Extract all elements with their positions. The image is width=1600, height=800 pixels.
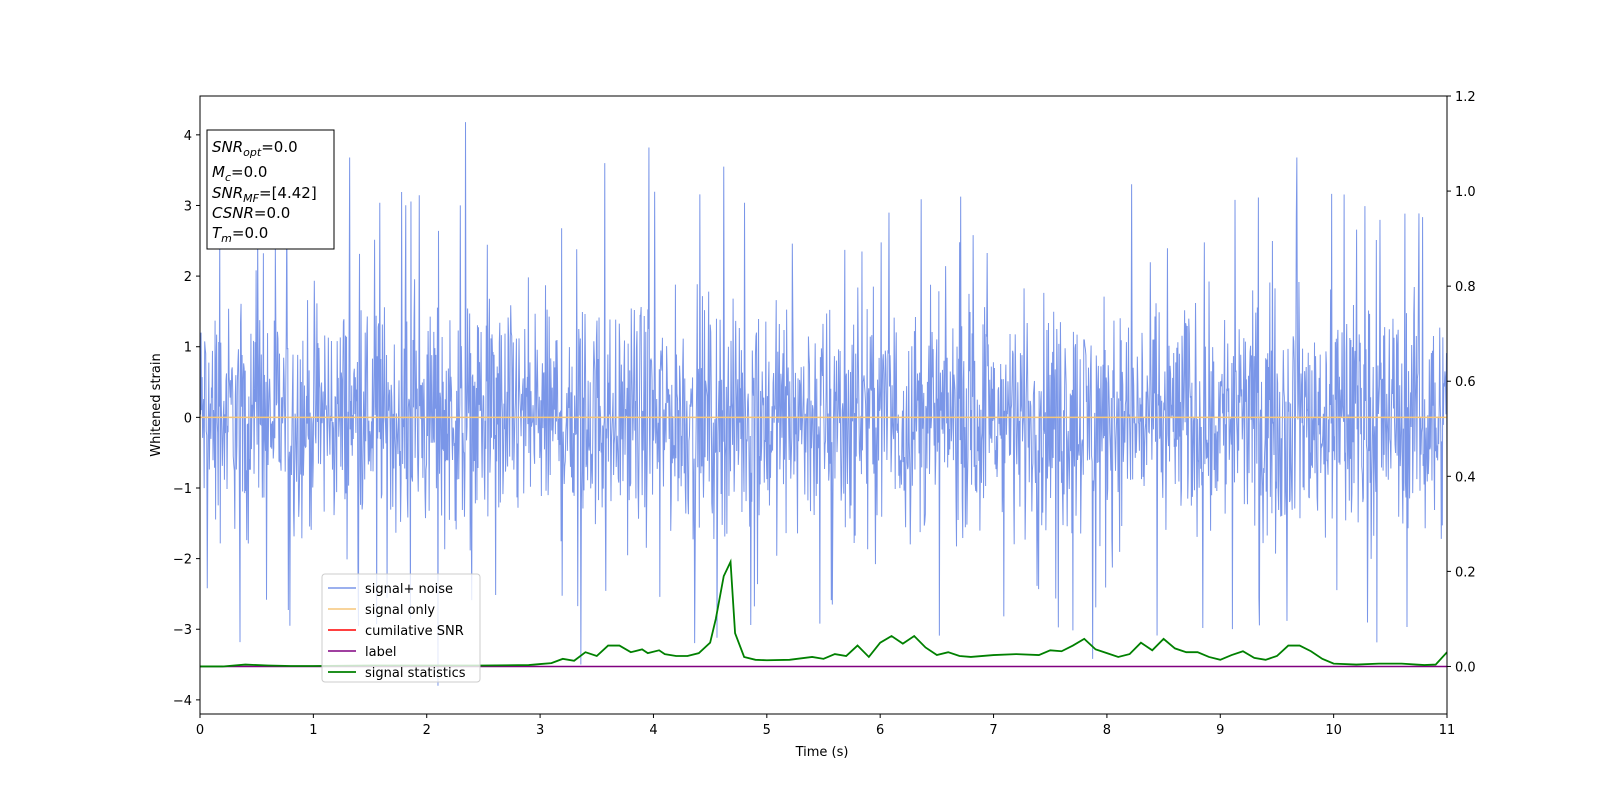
y-tick-label: 3 <box>184 199 192 214</box>
x-tick-label: 11 <box>1439 723 1456 738</box>
stats-tm: Tm=0.0 <box>212 224 268 245</box>
x-tick-label: 6 <box>876 723 884 738</box>
x-axis-label: Time (s) <box>795 745 849 760</box>
y2-tick-label: 0.4 <box>1455 470 1476 485</box>
y-tick-label: −1 <box>173 482 192 497</box>
x-tick-label: 0 <box>196 723 204 738</box>
stats-snr-mf: SNRMF=[4.42] <box>212 184 317 205</box>
y2-tick-label: 0.2 <box>1455 565 1476 580</box>
legend-label: cumilative SNR <box>365 624 464 639</box>
legend-label: signal statistics <box>365 666 466 681</box>
y2-tick-label: 1.2 <box>1455 90 1476 105</box>
y-axis-right: 0.0 0.2 0.4 0.6 0.8 1.0 1.2 <box>1447 90 1476 675</box>
series-line-signal-noise <box>200 122 1447 686</box>
y-tick-label: −4 <box>173 694 192 709</box>
y-tick-label: −2 <box>173 553 192 568</box>
y-tick-label: −3 <box>173 623 192 638</box>
legend: signal+ noise signal only cumilative SNR la… <box>321 573 481 683</box>
x-tick-label: 1 <box>309 723 317 738</box>
x-tick-label: 5 <box>763 723 771 738</box>
y-axis-label: Whitened strain <box>149 353 164 456</box>
y-tick-label: 4 <box>184 129 192 144</box>
stats-snr-opt: SNRopt=0.0 <box>212 138 298 159</box>
y2-tick-label: 0.6 <box>1455 375 1476 390</box>
x-tick-label: 3 <box>536 723 544 738</box>
x-tick-label: 10 <box>1325 723 1342 738</box>
stats-csnr: CSNR=0.0 <box>212 204 290 222</box>
x-tick-label: 7 <box>989 723 997 738</box>
legend-label: signal only <box>365 603 435 618</box>
x-tick-label: 4 <box>649 723 657 738</box>
series-line-signal-statistics <box>200 558 1447 668</box>
x-axis: 0 1 2 3 4 5 6 7 8 9 10 11 <box>196 714 1455 738</box>
legend-label: signal+ noise <box>365 582 453 597</box>
x-tick-label: 9 <box>1216 723 1224 738</box>
y-tick-label: 0 <box>184 411 192 426</box>
y-axis-left: −4 −3 −2 −1 0 1 2 3 4 <box>173 129 200 709</box>
y-tick-label: 2 <box>184 270 192 285</box>
plot-frame <box>199 95 1448 715</box>
y2-tick-label: 1.0 <box>1455 185 1476 200</box>
y2-tick-label: 0.0 <box>1455 660 1476 675</box>
stats-box: SNRopt=0.0 Mc=0.0 SNRMF=[4.42] CSNR=0.0 … <box>206 129 335 250</box>
x-tick-label: 2 <box>423 723 431 738</box>
y-tick-label: 1 <box>184 341 192 356</box>
y2-tick-label: 0.8 <box>1455 280 1476 295</box>
stats-mc: Mc=0.0 <box>212 163 267 184</box>
legend-label: label <box>365 645 396 660</box>
x-tick-label: 8 <box>1103 723 1111 738</box>
